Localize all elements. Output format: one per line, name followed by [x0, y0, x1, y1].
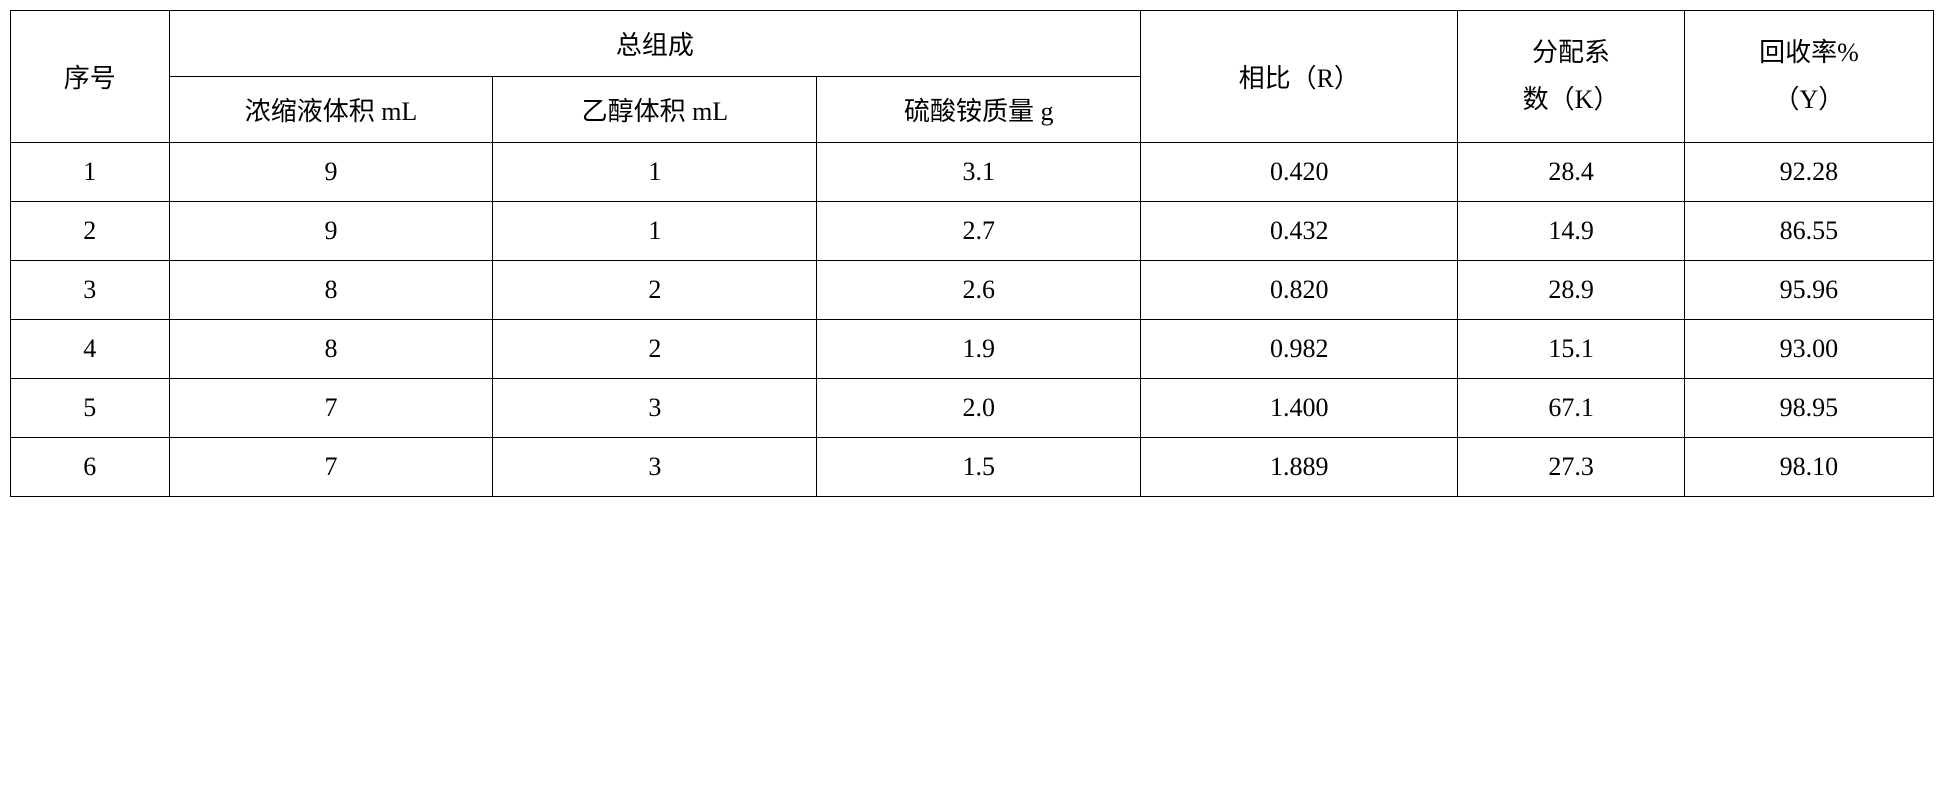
cell-k: 27.3	[1458, 438, 1685, 497]
cell-r: 0.432	[1141, 202, 1458, 261]
header-recovery: 回收率% （Y）	[1684, 11, 1933, 143]
cell-k: 28.4	[1458, 143, 1685, 202]
cell-k: 67.1	[1458, 379, 1685, 438]
cell-c1: 9	[169, 202, 493, 261]
header-sub2: 乙醇体积 mL	[493, 77, 817, 143]
table-row: 3 8 2 2.6 0.820 28.9 95.96	[11, 261, 1934, 320]
cell-c1: 8	[169, 320, 493, 379]
cell-k: 14.9	[1458, 202, 1685, 261]
cell-c2: 1	[493, 202, 817, 261]
header-coeff-l1: 分配系	[1532, 38, 1610, 67]
header-recovery-l1: 回收率%	[1759, 38, 1859, 67]
cell-y: 86.55	[1684, 202, 1933, 261]
header-coeff-l2: 数（K）	[1523, 85, 1620, 114]
cell-c2: 1	[493, 143, 817, 202]
cell-r: 0.982	[1141, 320, 1458, 379]
header-seq: 序号	[11, 11, 170, 143]
header-sub3: 硫酸铵质量 g	[817, 77, 1141, 143]
cell-c3: 3.1	[817, 143, 1141, 202]
header-recovery-l2: （Y）	[1774, 85, 1845, 114]
table-row: 5 7 3 2.0 1.400 67.1 98.95	[11, 379, 1934, 438]
cell-y: 98.95	[1684, 379, 1933, 438]
data-table: 序号 总组成 相比（R） 分配系 数（K） 回收率% （Y） 浓缩液体积 mL …	[10, 10, 1934, 497]
cell-c2: 2	[493, 261, 817, 320]
cell-c3: 1.5	[817, 438, 1141, 497]
table-row: 1 9 1 3.1 0.420 28.4 92.28	[11, 143, 1934, 202]
header-ratio: 相比（R）	[1141, 11, 1458, 143]
cell-seq: 4	[11, 320, 170, 379]
cell-r: 1.400	[1141, 379, 1458, 438]
cell-k: 15.1	[1458, 320, 1685, 379]
table-row: 2 9 1 2.7 0.432 14.9 86.55	[11, 202, 1934, 261]
cell-r: 1.889	[1141, 438, 1458, 497]
cell-c3: 2.6	[817, 261, 1141, 320]
cell-r: 0.820	[1141, 261, 1458, 320]
table-body: 1 9 1 3.1 0.420 28.4 92.28 2 9 1 2.7 0.4…	[11, 143, 1934, 497]
cell-c1: 7	[169, 438, 493, 497]
cell-r: 0.420	[1141, 143, 1458, 202]
cell-y: 98.10	[1684, 438, 1933, 497]
header-sub1: 浓缩液体积 mL	[169, 77, 493, 143]
cell-c3: 2.0	[817, 379, 1141, 438]
cell-c1: 9	[169, 143, 493, 202]
cell-k: 28.9	[1458, 261, 1685, 320]
cell-y: 95.96	[1684, 261, 1933, 320]
cell-c3: 2.7	[817, 202, 1141, 261]
header-composition: 总组成	[169, 11, 1141, 77]
cell-y: 93.00	[1684, 320, 1933, 379]
cell-y: 92.28	[1684, 143, 1933, 202]
cell-c1: 7	[169, 379, 493, 438]
cell-c3: 1.9	[817, 320, 1141, 379]
cell-seq: 5	[11, 379, 170, 438]
table-row: 6 7 3 1.5 1.889 27.3 98.10	[11, 438, 1934, 497]
cell-seq: 1	[11, 143, 170, 202]
cell-seq: 6	[11, 438, 170, 497]
table-row: 4 8 2 1.9 0.982 15.1 93.00	[11, 320, 1934, 379]
header-row-1: 序号 总组成 相比（R） 分配系 数（K） 回收率% （Y）	[11, 11, 1934, 77]
cell-c2: 3	[493, 438, 817, 497]
cell-c1: 8	[169, 261, 493, 320]
cell-seq: 3	[11, 261, 170, 320]
cell-c2: 2	[493, 320, 817, 379]
header-coeff: 分配系 数（K）	[1458, 11, 1685, 143]
cell-seq: 2	[11, 202, 170, 261]
cell-c2: 3	[493, 379, 817, 438]
